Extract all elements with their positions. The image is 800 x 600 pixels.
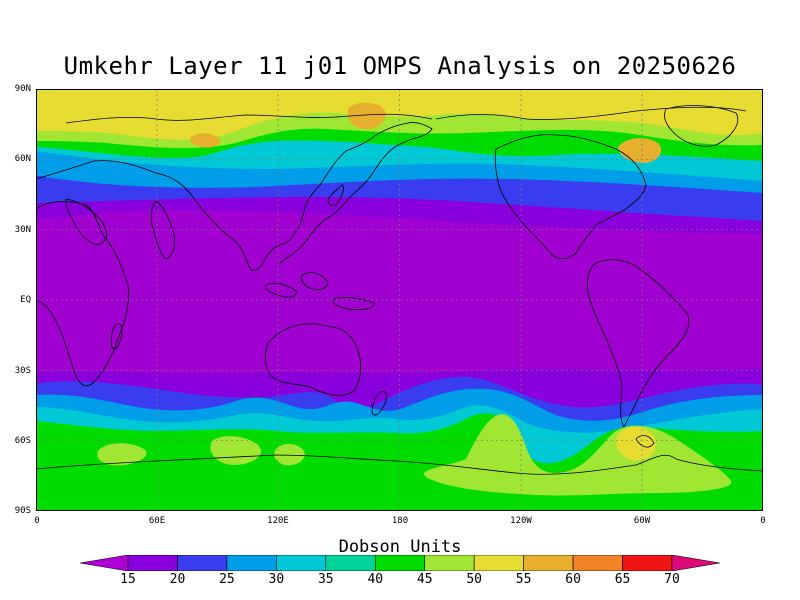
colorbar-swatch (523, 555, 574, 571)
colorbar-tick-label: 55 (515, 572, 532, 587)
colorbar-title: Dobson Units (338, 537, 462, 557)
colorbar-swatch (177, 555, 228, 571)
colorbar-arrow-high (671, 555, 720, 571)
colorbar-tick-label: 30 (268, 572, 285, 587)
lon-label-60w: 60W (633, 516, 651, 526)
coastlines (36, 105, 763, 475)
colorbar-tick-label: 15 (120, 572, 136, 587)
lat-label-90s: 90S (14, 506, 31, 516)
ozone-map (36, 89, 763, 511)
colorbar-swatch (127, 555, 178, 571)
lon-label-180: 180 (391, 516, 409, 526)
colorbar-tick-label: 45 (416, 572, 433, 587)
lon-label-60e: 60E (148, 516, 166, 526)
colorbar-tick-label: 60 (565, 572, 581, 587)
colorbar-arrow-low (80, 555, 129, 571)
ozone-map-svg (36, 89, 763, 511)
colorbar-tick-label: 50 (466, 572, 482, 587)
colorbar-swatch (424, 555, 475, 571)
colorbar-svg (80, 555, 720, 571)
polar-max-1 (347, 102, 386, 130)
colorbar-swatch (572, 555, 623, 571)
polar-max-2 (618, 138, 662, 163)
lat-label-30n: 30N (14, 225, 31, 235)
colorbar-swatch (325, 555, 376, 571)
lat-label-30s: 30S (14, 366, 31, 376)
map-frame (36, 89, 763, 511)
lon-label-0: 0 (34, 516, 40, 526)
colorbar-tick-label: 20 (169, 572, 186, 587)
colorbar-swatch (622, 555, 673, 571)
colorbar-swatch (276, 555, 327, 571)
polar-max-3 (190, 133, 221, 148)
south-patch-3 (274, 443, 305, 466)
band-south-10 (424, 414, 732, 496)
colorbar-tick-label: 65 (614, 572, 631, 587)
lat-label-60s: 60S (14, 436, 31, 446)
south-patch-1 (97, 443, 147, 466)
lat-label-60n: 60N (14, 154, 31, 164)
lat-label-eq: EQ (20, 295, 31, 305)
colorbar-swatch (473, 555, 524, 571)
colorbar (80, 555, 720, 571)
colorbar-swatch (374, 555, 426, 571)
colorbar-tick-label: 35 (317, 572, 334, 587)
lon-label-360: 0 (760, 516, 766, 526)
lon-label-120e: 120E (267, 516, 289, 526)
map-title: Umkehr Layer 11 j01 OMPS Analysis on 202… (63, 52, 737, 80)
colorbar-tick-label: 25 (219, 572, 235, 587)
lat-label-90n: 90N (14, 84, 31, 94)
colorbar-tick-label: 40 (367, 572, 384, 587)
map-grid (36, 89, 763, 511)
lon-label-120w: 120W (510, 516, 532, 526)
colorbar-swatch (226, 555, 277, 571)
colorbar-tick-label: 70 (664, 572, 680, 587)
